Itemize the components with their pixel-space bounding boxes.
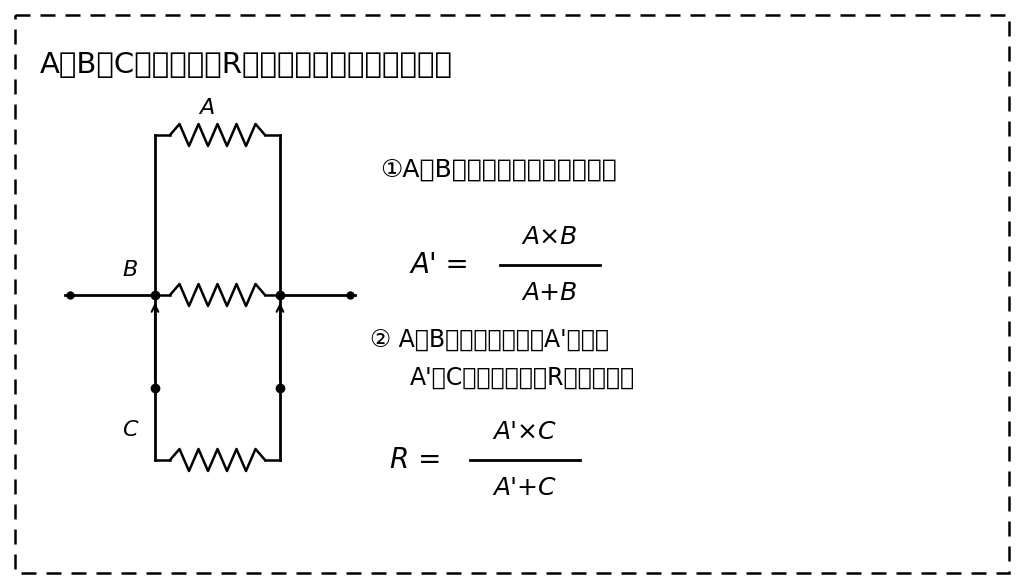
Text: A'+C: A'+C xyxy=(494,476,556,500)
Text: B: B xyxy=(123,260,137,280)
Text: A'とCの並列合成値Rを求める。: A'とCの並列合成値Rを求める。 xyxy=(410,366,635,390)
Text: A'×C: A'×C xyxy=(494,420,556,444)
Text: R =: R = xyxy=(390,446,441,474)
Text: A' =: A' = xyxy=(410,251,469,279)
Text: A: A xyxy=(200,98,215,118)
Text: A+B: A+B xyxy=(522,281,578,305)
Text: ①A，Bの並列抵抗値を求める。: ①A，Bの並列抵抗値を求める。 xyxy=(380,158,616,182)
Text: A×B: A×B xyxy=(522,225,578,249)
Text: C: C xyxy=(122,420,138,440)
Text: ② A，Bの並列抵抗値をA'として: ② A，Bの並列抵抗値をA'として xyxy=(370,328,609,352)
Text: A，B，Cの並列抵抗Rを２段階の計算で求める。: A，B，Cの並列抵抗Rを２段階の計算で求める。 xyxy=(40,51,453,79)
